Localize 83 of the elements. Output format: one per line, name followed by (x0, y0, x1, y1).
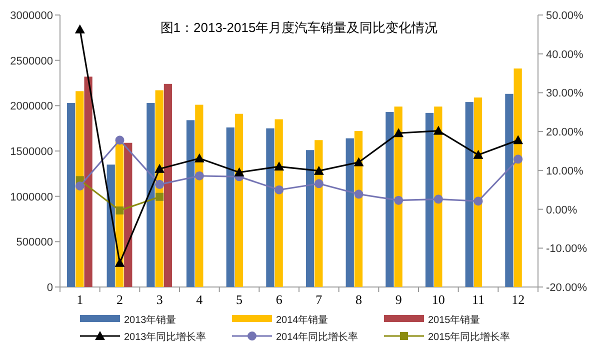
bar (84, 76, 92, 287)
x-tick-label: 4 (196, 292, 203, 307)
x-tick-label: 6 (276, 292, 282, 307)
bar (514, 68, 522, 287)
bar (164, 84, 172, 287)
point (155, 180, 164, 189)
point (433, 126, 444, 135)
bar (106, 164, 115, 287)
point (354, 157, 364, 166)
y2-tick-label: 40.00% (546, 48, 584, 61)
bar (124, 142, 132, 287)
x-tick-label: 7 (316, 292, 322, 307)
point (234, 167, 244, 176)
point (473, 150, 484, 159)
point (115, 136, 124, 145)
x-tick-label: 2 (116, 292, 123, 307)
bar (234, 114, 244, 287)
y-tick-label: 1500000 (10, 146, 53, 158)
y2-tick-label: 30.00% (546, 88, 584, 100)
y-tick-label: 2000000 (10, 100, 53, 113)
bar (465, 102, 474, 287)
point (74, 24, 85, 34)
point (314, 166, 324, 175)
y-tick-label: 0 (46, 282, 53, 294)
x-tick-label: 1 (76, 292, 84, 307)
y2-tick-label: -20.00% (546, 282, 588, 294)
point (514, 154, 523, 164)
point (274, 162, 284, 171)
bar (195, 104, 204, 287)
point (314, 179, 324, 188)
y2-tick-label: 20.00% (546, 126, 584, 139)
bar (346, 138, 354, 287)
bar (474, 98, 482, 287)
x-tick-label: 3 (156, 292, 163, 307)
x-tick-label: 10 (432, 292, 445, 307)
point (434, 194, 443, 204)
x-tick-label: 8 (356, 292, 362, 307)
point (513, 135, 524, 144)
bar (186, 120, 195, 287)
bar (354, 131, 363, 287)
legend-label: 2013年同比增长率 (124, 331, 206, 343)
legend-label: 2015年同比增长率 (428, 331, 510, 343)
point (154, 164, 165, 173)
point (354, 190, 364, 199)
point (194, 153, 204, 162)
bar (146, 102, 155, 287)
y2-tick-label: 50.00% (546, 10, 584, 22)
y2-tick-label: 0.00% (546, 204, 578, 216)
bar (274, 119, 283, 287)
bar (425, 112, 434, 287)
y-tick-label: 1000000 (10, 191, 53, 204)
legend-label: 2015年销量 (428, 314, 480, 326)
x-tick-label: 5 (236, 292, 242, 307)
bar (76, 91, 84, 287)
x-tick-label: 12 (512, 292, 525, 307)
bar (66, 102, 76, 287)
point (114, 258, 125, 267)
point (394, 128, 404, 138)
y-tick-label: 2500000 (10, 55, 53, 68)
bar (306, 150, 314, 287)
x-tick-label: 9 (395, 292, 402, 307)
bar (394, 106, 402, 287)
y2-tick-label: 10.00% (546, 165, 584, 178)
point (194, 171, 204, 180)
legend-label: 2013年销量 (124, 314, 176, 326)
chart-title: 图1：2013-2015年月度汽车销量及同比变化情况 (160, 20, 438, 35)
bar (266, 128, 274, 287)
bar (505, 94, 514, 287)
point (394, 196, 404, 205)
point (156, 192, 164, 201)
y2-tick-label: -10.00% (546, 243, 588, 256)
point (274, 185, 284, 194)
y-tick-label: 3000000 (10, 10, 53, 22)
bar (226, 127, 234, 287)
bar (386, 112, 394, 287)
point (116, 206, 124, 214)
y-tick-label: 500000 (16, 236, 53, 249)
bar (434, 106, 442, 287)
x-tick-label: 11 (472, 292, 485, 307)
legend-label: 2014年同比增长率 (276, 331, 358, 343)
point (75, 181, 84, 190)
legend-label: 2014年销量 (276, 314, 328, 326)
point (474, 196, 483, 206)
